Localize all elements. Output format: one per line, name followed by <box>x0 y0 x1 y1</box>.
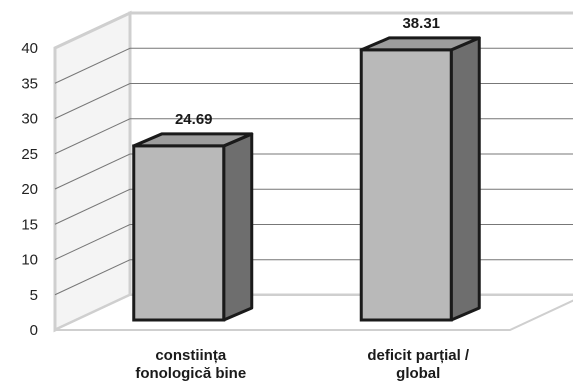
category-label-line: deficit parțial / <box>367 347 470 364</box>
category-labels: constiința fonologică bine deficit parțial… <box>135 347 470 382</box>
y-tick-label: 25 <box>21 146 38 163</box>
gridline-side <box>54 47 131 84</box>
category-label: deficit parțial / global <box>367 347 470 382</box>
data-label: 24.69 <box>175 111 213 128</box>
bar-front <box>359 48 453 322</box>
category-label-line: fonologică bine <box>135 365 246 382</box>
y-tick-label: 10 <box>21 252 38 269</box>
y-tick-label: 20 <box>21 181 38 198</box>
data-label: 38.31 <box>402 15 440 32</box>
category-label: constiința fonologică bine <box>135 347 246 382</box>
gridline-side <box>54 83 131 119</box>
gridline-side <box>54 118 131 155</box>
gridline-side <box>54 188 131 225</box>
bar-1 <box>132 132 254 322</box>
bar-side <box>449 36 481 322</box>
category-label-line: constiința <box>155 347 226 364</box>
gridline-side <box>54 259 131 296</box>
y-tick-label: 0 <box>30 322 38 339</box>
y-tick-label: 40 <box>21 40 38 57</box>
y-tick-label: 35 <box>21 75 38 92</box>
category-label-line: global <box>396 365 440 382</box>
y-tick-label: 5 <box>30 287 38 304</box>
bars: 24.69 38.31 <box>132 15 481 322</box>
bar-front <box>132 144 226 322</box>
y-tick-label: 30 <box>21 111 38 128</box>
y-tick-label: 15 <box>21 216 38 233</box>
gridline-side <box>54 153 131 190</box>
y-axis-ticks: 0 5 10 15 20 25 30 35 40 <box>21 40 38 339</box>
bar-side <box>222 132 254 322</box>
gridline-side <box>54 224 131 260</box>
bar-2 <box>359 36 481 322</box>
